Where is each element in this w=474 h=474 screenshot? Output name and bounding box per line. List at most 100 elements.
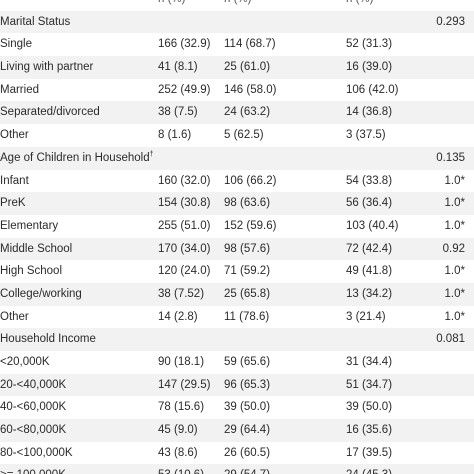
cell-p-value: 1.0* bbox=[444, 219, 465, 232]
table-row: >= 100,000K 53 (10.6) 29 (54.7) 24 (45.3) bbox=[0, 464, 474, 474]
row-label: 20-<40,000K bbox=[0, 378, 67, 391]
row-label: >= 100,000K bbox=[0, 464, 66, 474]
cell-group1: 25 (65.8) bbox=[224, 287, 271, 300]
table-row: 60-<80,000K 45 (9.0) 29 (64.4) 16 (35.6) bbox=[0, 419, 474, 442]
row-label: Single bbox=[0, 38, 32, 51]
cell-group1: 24 (63.2) bbox=[224, 106, 271, 119]
row-label: Marital Status bbox=[0, 15, 71, 28]
cell-total: 78 (15.6) bbox=[158, 401, 205, 414]
cell-group1: 39 (50.0) bbox=[224, 401, 271, 414]
table-row: Married 252 (49.9) 146 (58.0) 106 (42.0) bbox=[0, 79, 474, 102]
table-header-row: n (%) n (%) n (%) bbox=[0, 0, 474, 11]
cell-total: 43 (8.6) bbox=[158, 446, 198, 459]
table-row: Single 166 (32.9) 114 (68.7) 52 (31.3) bbox=[0, 33, 474, 56]
table-row: PreK 154 (30.8) 98 (63.6) 56 (36.4) 1.0* bbox=[0, 192, 474, 215]
row-label: Living with partner bbox=[0, 61, 94, 74]
cell-group2: 3 (37.5) bbox=[346, 129, 386, 142]
cell-group1: 11 (78.6) bbox=[224, 310, 270, 323]
cell-total: 170 (34.0) bbox=[158, 242, 211, 255]
header-total: n (%) bbox=[158, 0, 185, 11]
row-label: Married bbox=[0, 83, 39, 96]
row-label: Other bbox=[0, 310, 29, 323]
table-row: <20,000K 90 (18.1) 59 (65.6) 31 (34.4) bbox=[0, 351, 474, 374]
table-row: College/working 38 (7.52) 25 (65.8) 13 (34.… bbox=[0, 282, 474, 306]
cell-p-value: 0.293 bbox=[436, 15, 465, 28]
table-row: 80-<100,000K 43 (8.6) 26 (60.5) 17 (39.5) bbox=[0, 442, 474, 465]
cell-p-value: 1.0* bbox=[444, 174, 465, 187]
cell-total: 160 (32.0) bbox=[158, 174, 211, 187]
cell-group2: 106 (42.0) bbox=[346, 83, 399, 96]
table-row: 20-<40,000K 147 (29.5) 96 (65.3) 51 (34.7) bbox=[0, 373, 474, 397]
cell-group1: 71 (59.2) bbox=[224, 265, 271, 278]
header-group1: n (%) bbox=[224, 0, 251, 11]
table-body: Marital Status 0.293 Single 166 (32.9) 114 (… bbox=[0, 10, 474, 474]
cell-total: 252 (49.9) bbox=[158, 83, 211, 96]
cell-group1: 152 (59.6) bbox=[224, 219, 277, 232]
cell-p-value: 1.0* bbox=[444, 287, 465, 300]
table-row: Middle School 170 (34.0) 98 (57.6) 72 (42.4… bbox=[0, 237, 474, 261]
cell-group1: 59 (65.6) bbox=[224, 356, 271, 368]
cell-group1: 29 (54.7) bbox=[224, 464, 270, 474]
table-row: Other 8 (1.6) 5 (62.5) 3 (37.5) bbox=[0, 124, 474, 147]
cell-p-value: 1.0* bbox=[444, 197, 465, 210]
footnote-marker: † bbox=[149, 150, 154, 158]
cell-total: 166 (32.9) bbox=[158, 38, 211, 51]
cell-total: 120 (24.0) bbox=[158, 265, 211, 278]
cell-total: 147 (29.5) bbox=[158, 378, 211, 391]
cell-total: 53 (10.6) bbox=[158, 464, 204, 474]
cell-group1: 98 (57.6) bbox=[224, 242, 271, 255]
row-label: High School bbox=[0, 265, 63, 278]
table-row: 40-<60,000K 78 (15.6) 39 (50.0) 39 (50.0) bbox=[0, 396, 474, 419]
cell-group2: 16 (35.6) bbox=[346, 424, 393, 437]
cell-group2: 49 (41.8) bbox=[346, 265, 393, 278]
cell-group1: 5 (62.5) bbox=[224, 129, 264, 142]
row-label: Age of Children in Household† bbox=[0, 150, 154, 164]
cell-group1: 29 (64.4) bbox=[224, 424, 271, 437]
table-row: Infant 160 (32.0) 106 (66.2) 54 (33.8) 1.0* bbox=[0, 170, 474, 193]
cell-group1: 98 (63.6) bbox=[224, 197, 271, 210]
cell-group1: 146 (58.0) bbox=[224, 83, 277, 96]
table-row: Elementary 255 (51.0) 152 (59.6) 103 (40.4)… bbox=[0, 215, 474, 238]
cell-group2: 51 (34.7) bbox=[346, 378, 393, 391]
cell-group2: 24 (45.3) bbox=[346, 464, 392, 474]
cell-p-value: 1.0* bbox=[444, 310, 465, 323]
cell-group1: 26 (60.5) bbox=[224, 446, 271, 459]
section-row: Age of Children in Household† 0.135 bbox=[0, 146, 474, 170]
cell-group2: 103 (40.4) bbox=[346, 219, 399, 232]
row-label: Elementary bbox=[0, 219, 59, 232]
row-label: Middle School bbox=[0, 242, 73, 255]
row-label: 60-<80,000K bbox=[0, 424, 67, 437]
table-row: Living with partner 41 (8.1) 25 (61.0) 16 (… bbox=[0, 56, 474, 79]
row-label: Separated/divorced bbox=[0, 106, 100, 119]
cell-total: 255 (51.0) bbox=[158, 219, 211, 232]
cell-group2: 14 (36.8) bbox=[346, 106, 393, 119]
cell-group1: 114 (68.7) bbox=[224, 38, 276, 51]
cell-group2: 17 (39.5) bbox=[346, 446, 393, 459]
cell-p-value: 0.081 bbox=[436, 333, 465, 346]
cell-total: 90 (18.1) bbox=[158, 356, 205, 368]
table-row: Other 14 (2.8) 11 (78.6) 3 (21.4) 1.0* bbox=[0, 306, 474, 329]
cell-total: 154 (30.8) bbox=[158, 197, 211, 210]
cell-group1: 25 (61.0) bbox=[224, 61, 271, 74]
cell-group2: 13 (34.2) bbox=[346, 287, 393, 300]
cell-group2: 54 (33.8) bbox=[346, 174, 393, 187]
section-row: Household Income 0.081 bbox=[0, 328, 474, 351]
cell-total: 38 (7.52) bbox=[158, 287, 205, 300]
table-row: High School 120 (24.0) 71 (59.2) 49 (41.8) 1… bbox=[0, 260, 474, 283]
cell-total: 8 (1.6) bbox=[158, 129, 192, 142]
row-label: Household Income bbox=[0, 333, 96, 346]
cell-total: 45 (9.0) bbox=[158, 424, 198, 437]
row-label: Infant bbox=[0, 174, 29, 187]
cell-group2: 56 (36.4) bbox=[346, 197, 393, 210]
row-label: College/working bbox=[0, 287, 82, 300]
row-label: PreK bbox=[0, 197, 26, 210]
section-row: Marital Status 0.293 bbox=[0, 10, 474, 34]
cell-group2: 52 (31.3) bbox=[346, 38, 393, 51]
table-row: Separated/divorced 38 (7.5) 24 (63.2) 14 (3… bbox=[0, 101, 474, 125]
row-label: Other bbox=[0, 129, 29, 142]
cell-p-value: 0.92 bbox=[442, 242, 465, 255]
row-label: 80-<100,000K bbox=[0, 446, 73, 459]
cell-total: 38 (7.5) bbox=[158, 106, 198, 119]
cell-group2: 31 (34.4) bbox=[346, 356, 393, 368]
